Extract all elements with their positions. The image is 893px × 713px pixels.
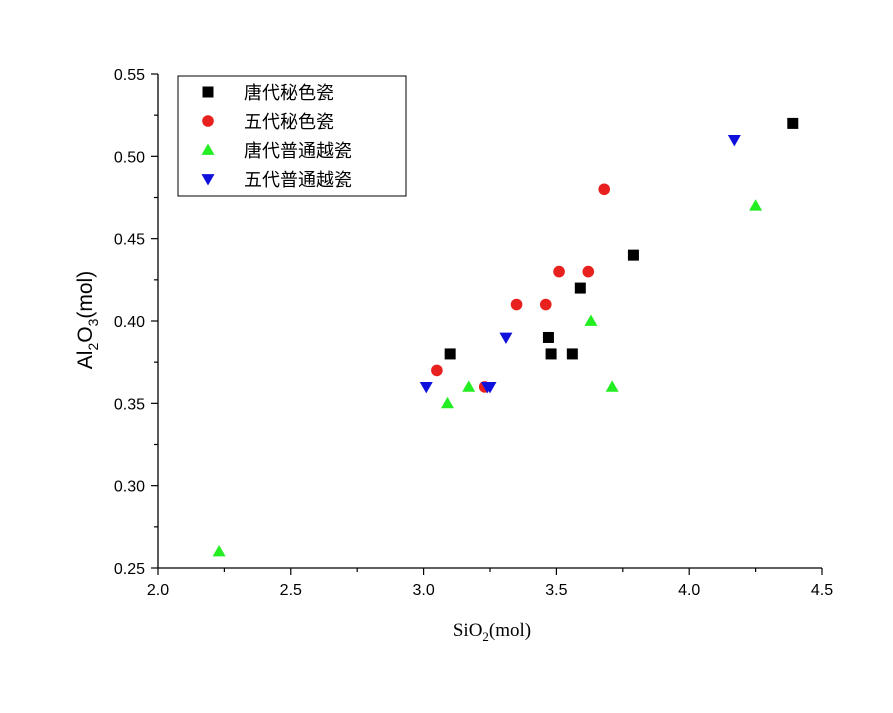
x-tick-label: 2.0 (147, 582, 169, 599)
data-point (444, 348, 456, 360)
series-4 (419, 134, 741, 394)
data-point (605, 380, 619, 392)
legend-label: 唐代普通越瓷 (244, 141, 352, 162)
data-point (574, 282, 586, 294)
y-tick-label: 0.50 (114, 149, 145, 166)
data-point (598, 183, 611, 196)
data-point (582, 265, 595, 278)
legend-marker (202, 86, 214, 98)
series-1 (444, 117, 799, 360)
data-point (462, 380, 476, 392)
axis-titles: SiO2(mol) Al2O3(mol) (74, 271, 531, 644)
data-point (431, 364, 443, 377)
axes: 2.0 2.5 3.0 3.5 4.0 4.5 0.25 0.30 0.35 0.40 0.45 0.… (114, 67, 833, 599)
data-point (627, 249, 639, 261)
data-point (553, 265, 565, 278)
data-point (787, 117, 799, 129)
x-tick-label: 4.5 (811, 582, 833, 599)
legend-label: 五代秘色瓷 (244, 112, 334, 133)
x-tick-label: 4.0 (678, 582, 700, 599)
x-tick-label: 2.5 (280, 582, 302, 599)
y-tick-label: 0.55 (114, 67, 145, 84)
legend-label: 唐代秘色瓷 (244, 83, 334, 104)
data-point (727, 134, 741, 147)
data-point (212, 545, 226, 557)
data-point (566, 348, 578, 360)
data-point (749, 199, 763, 211)
data-point (483, 381, 497, 394)
y-tick-label: 0.40 (114, 314, 145, 331)
data-point (542, 331, 554, 343)
series-2 (431, 183, 611, 393)
data-point (545, 348, 557, 360)
x-tick-label: 3.0 (412, 582, 434, 599)
y-axis-title: Al2O3(mol) (74, 271, 101, 369)
data-point (419, 381, 433, 394)
y-tick-label: 0.30 (114, 479, 145, 496)
x-axis-title: SiO2(mol) (453, 620, 531, 644)
data-point (539, 298, 552, 311)
legend-box (177, 75, 407, 197)
legend-marker (201, 143, 215, 155)
data-point (441, 396, 455, 409)
legend-label: 五代普通越瓷 (244, 170, 352, 191)
series-3 (212, 199, 763, 557)
y-tick-label: 0.25 (114, 561, 145, 578)
data-marks (212, 117, 799, 557)
data-point (510, 298, 523, 311)
data-point (499, 332, 513, 344)
legend-marker (202, 115, 214, 127)
data-point (584, 314, 598, 326)
x-tick-label: 3.5 (545, 582, 567, 599)
y-tick-label: 0.35 (114, 396, 145, 413)
y-tick-label: 0.45 (114, 232, 145, 249)
legend-marker (201, 174, 215, 186)
